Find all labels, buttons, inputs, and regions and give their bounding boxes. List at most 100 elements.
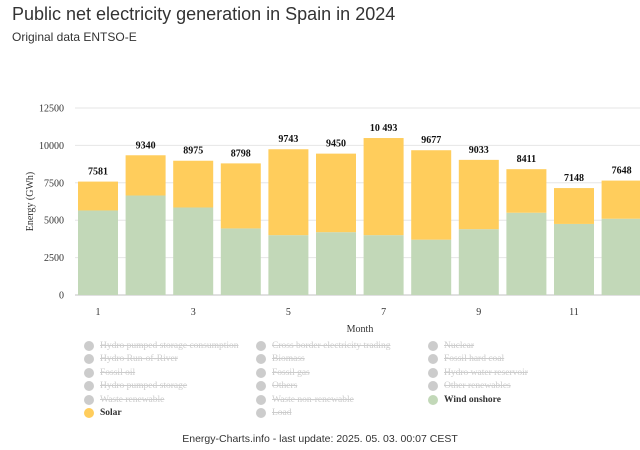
bar-solar-month-7	[363, 138, 404, 236]
legend-dot-icon	[84, 408, 94, 419]
x-tick-label: 5	[286, 307, 291, 318]
data-label-total-month-1: 7581	[88, 167, 108, 178]
legend-item-label: Hydro pumped storage	[100, 381, 188, 392]
legend-dot-icon	[428, 340, 438, 351]
bar-wind-onshore-month-1	[78, 210, 118, 295]
last-update-footer: Energy-Charts.info - last update: 2025. …	[182, 433, 458, 445]
legend-item-label: Fossil hard coal	[444, 354, 505, 365]
legend-item-label: Hydro water reservoir	[444, 367, 528, 378]
bar-wind-onshore-month-7	[363, 235, 404, 295]
bar-wind-onshore-month-8	[411, 239, 452, 295]
legend-item-nuclear[interactable]: Nuclear	[428, 340, 600, 352]
bar-solar-month-6	[316, 153, 356, 233]
y-tick-label: 0	[59, 291, 64, 302]
legend-item-label: Fossil gas	[272, 367, 310, 378]
legend-dot-icon	[428, 367, 438, 378]
legend-item-other-renewables[interactable]: Other renewables	[428, 381, 600, 393]
bar-wind-onshore-month-5	[268, 235, 309, 295]
bar-solar-month-8	[411, 150, 452, 240]
legend-dot-icon	[428, 354, 438, 365]
legend-item-label: Others	[272, 381, 298, 392]
data-label-total-month-12: 7648	[612, 166, 632, 177]
y-tick-label: 10000	[39, 141, 64, 152]
legend-dot-icon	[84, 394, 94, 405]
data-label-total-month-8: 9677	[421, 135, 441, 146]
legend-item-fossil-gas[interactable]: Fossil gas	[256, 367, 428, 379]
data-label-total-month-10: 8411	[517, 154, 536, 165]
legend-item-solar[interactable]: Solar	[84, 408, 256, 420]
legend-item-label: Other renewables	[444, 381, 511, 392]
data-label-total-month-6: 9450	[326, 139, 346, 150]
x-tick-label: 11	[569, 307, 579, 318]
bar-solar-month-9	[458, 159, 499, 230]
bar-solar-month-5	[268, 149, 309, 236]
data-label-total-month-5: 9743	[278, 134, 298, 145]
y-tick-label: 5000	[44, 216, 64, 227]
y-axis-label: Energy (GWh)	[25, 172, 36, 232]
y-tick-label: 2500	[44, 253, 64, 264]
bar-wind-onshore-month-11	[554, 223, 594, 295]
data-label-total-month-9: 9033	[469, 145, 489, 156]
bar-solar-month-3	[173, 160, 214, 208]
bar-wind-onshore-month-6	[316, 232, 356, 295]
legend-item-cross-border-electricity-trading[interactable]: Cross border electricity trading	[256, 340, 428, 352]
legend-dot-icon	[256, 381, 266, 392]
bar-solar-month-10	[506, 169, 547, 213]
legend-dot-icon	[428, 394, 438, 405]
legend-item-hydro-run-of-river[interactable]: Hydro Run-of-River	[84, 354, 256, 366]
legend-item-fossil-oil[interactable]: Fossil oil	[84, 367, 256, 379]
bar-solar-month-12	[601, 180, 640, 219]
y-tick-label: 12500	[39, 104, 64, 115]
legend-item-waste-non-renewable[interactable]: Waste non-renewable	[256, 394, 428, 406]
legend-item-label: Wind onshore	[444, 394, 501, 405]
data-label-total-month-4: 8798	[231, 148, 251, 159]
legend-item-label: Cross border electricity trading	[272, 340, 391, 351]
legend-item-biomass[interactable]: Biomass	[256, 354, 428, 366]
legend-dot-icon	[256, 408, 266, 419]
chart-subtitle: Original data ENTSO-E	[12, 30, 137, 44]
bar-wind-onshore-month-12	[601, 218, 640, 295]
legend-dot-icon	[256, 394, 266, 405]
legend-item-fossil-hard-coal[interactable]: Fossil hard coal	[428, 354, 600, 366]
chart-title: Public net electricity generation in Spa…	[12, 4, 396, 24]
y-tick-label: 7500	[44, 178, 64, 189]
legend-dot-icon	[256, 367, 266, 378]
legend-item-label: Fossil oil	[100, 367, 136, 378]
x-axis-label: Month	[347, 324, 374, 335]
legend-item-hydro-pumped-storage-consumption[interactable]: Hydro pumped storage consumption	[84, 340, 256, 352]
bar-wind-onshore-month-3	[173, 207, 214, 295]
legend-item-waste-renewable[interactable]: Waste renewable	[84, 394, 256, 406]
data-label-total-month-11: 7148	[564, 173, 584, 184]
legend-item-label: Nuclear	[444, 340, 475, 351]
bar-solar-month-11	[554, 188, 594, 224]
chart-legend: Hydro pumped storage consumption Cross bo…	[84, 340, 604, 419]
legend-item-hydro-pumped-storage[interactable]: Hydro pumped storage	[84, 381, 256, 393]
bar-wind-onshore-month-10	[506, 212, 547, 295]
legend-item-load[interactable]: Load	[256, 408, 428, 420]
bar-wind-onshore-month-9	[458, 229, 499, 295]
data-label-total-month-7: 10 493	[370, 123, 398, 134]
data-label-total-month-3: 8975	[183, 146, 203, 157]
bar-solar-month-4	[220, 163, 261, 229]
x-tick-label: 9	[476, 307, 481, 318]
legend-item-others[interactable]: Others	[256, 381, 428, 393]
data-label-total-month-2: 9340	[136, 140, 156, 151]
legend-item-label: Waste renewable	[100, 394, 165, 405]
legend-dot-icon	[428, 381, 438, 392]
legend-item-label: Waste non-renewable	[272, 394, 354, 405]
chart-plot-area: 0 2500 5000 7500 10000 12500 Energy (GWh) 7581 9…	[25, 104, 640, 335]
legend-dot-icon	[256, 340, 266, 351]
bar-solar-month-2	[125, 155, 166, 196]
legend-item-wind-onshore[interactable]: Wind onshore	[428, 394, 600, 406]
legend-dot-icon	[84, 340, 94, 351]
legend-item-label: Solar	[100, 408, 122, 419]
legend-item-label: Hydro pumped storage consumption	[100, 340, 239, 351]
legend-dot-icon	[84, 381, 94, 392]
x-tick-label: 1	[96, 307, 101, 318]
bar-wind-onshore-month-2	[125, 195, 166, 295]
bar-solar-month-1	[78, 181, 118, 211]
x-tick-label: 3	[191, 307, 196, 318]
legend-dot-icon	[256, 354, 266, 365]
legend-item-label: Hydro Run-of-River	[100, 354, 178, 365]
legend-item-hydro-water-reservoir[interactable]: Hydro water reservoir	[428, 367, 600, 379]
